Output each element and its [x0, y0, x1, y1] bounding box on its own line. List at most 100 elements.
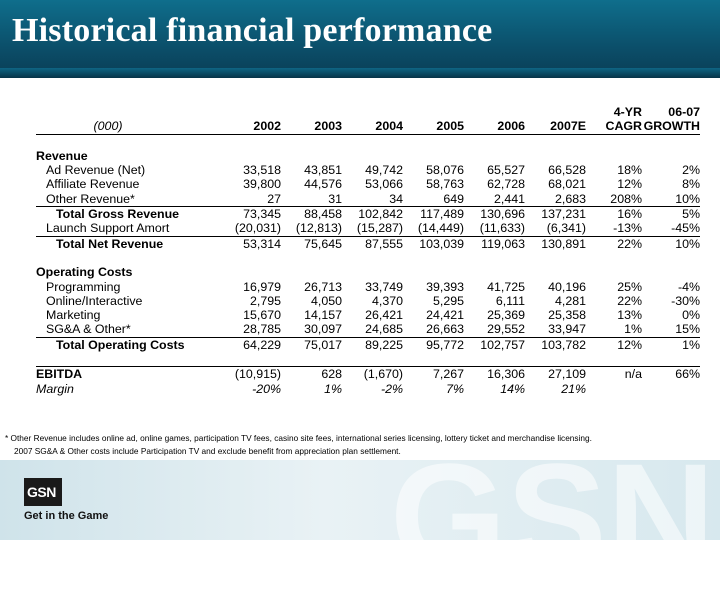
cell: 10% — [642, 235, 700, 251]
cell: 88,458 — [281, 206, 342, 222]
total-operating-costs-row: Total Operating Costs 64,229 75,017 89,2… — [36, 336, 700, 353]
cell: 22% — [586, 235, 642, 251]
header-top-cell — [403, 105, 464, 119]
footnote-sga: 2007 SG&A & Other costs include Particip… — [14, 446, 401, 456]
cell: 87,555 — [342, 235, 403, 251]
cell: 40,196 — [548, 279, 586, 294]
row-label: Online/Interactive — [46, 293, 143, 308]
header-stripe — [0, 68, 720, 78]
launch-support-row: Launch Support Amort (20,031) (12,813) (… — [36, 221, 700, 236]
cell: 89,225 — [342, 336, 403, 353]
header-top-cell — [464, 105, 525, 119]
footnote-other-revenue: * Other Revenue includes online ad, onli… — [5, 433, 592, 443]
cell: 66,528 — [548, 163, 586, 178]
cell: 28,785 — [243, 322, 281, 337]
cell: 103,039 — [403, 235, 464, 251]
cell: 18% — [617, 163, 642, 178]
cell: 5,295 — [432, 293, 464, 308]
financial-table: 4-YR 06-07 (000) 2002 2003 2004 2005 200… — [36, 105, 700, 396]
table-header-top: 4-YR 06-07 — [36, 105, 700, 119]
cell: 0% — [682, 308, 700, 323]
cell: 25,369 — [487, 308, 525, 323]
cell: 117,489 — [403, 206, 464, 222]
row-label: Programming — [46, 279, 121, 294]
slide-content — [0, 78, 720, 460]
cell: 7,267 — [403, 366, 464, 382]
cell: 64,229 — [220, 336, 281, 353]
cell: 62,728 — [487, 177, 525, 192]
header-top-cell — [342, 105, 403, 119]
cell: 41,725 — [487, 279, 525, 294]
cell: 137,231 — [525, 206, 586, 222]
cell: 4,050 — [310, 293, 342, 308]
gsn-watermark: GSN — [390, 432, 716, 600]
cell: n/a — [586, 366, 642, 382]
row-label: Margin — [36, 381, 74, 396]
header-growth: GROWTH — [642, 119, 700, 135]
table-row: Affiliate Revenue 39,800 44,576 53,066 5… — [36, 177, 700, 191]
cell: (15,287) — [356, 221, 403, 236]
cell: 5% — [642, 206, 700, 222]
table-row: SG&A & Other* 28,785 30,097 24,685 26,66… — [36, 322, 700, 337]
cell: -13% — [613, 221, 642, 236]
row-label: Other Revenue* — [46, 191, 135, 206]
cell: -30% — [671, 293, 700, 308]
cell: 2,795 — [249, 293, 281, 308]
cell: 1% — [642, 336, 700, 353]
cell: 21% — [561, 381, 586, 396]
cell: 27 — [267, 191, 281, 206]
section-operating-costs: Operating Costs — [36, 265, 700, 279]
section-label: Revenue — [36, 148, 88, 163]
cell: 628 — [281, 366, 342, 382]
cell: 25% — [617, 279, 642, 294]
table-row: Programming 16,979 26,713 33,749 39,393 … — [36, 280, 700, 294]
cell: 68,021 — [548, 177, 586, 192]
cell: 33,947 — [548, 322, 586, 337]
table-header: (000) 2002 2003 2004 2005 2006 2007E CAG… — [36, 119, 700, 135]
cell: 65,527 — [487, 163, 525, 178]
margin-row: Margin -20% 1% -2% 7% 14% 21% — [36, 382, 700, 396]
cell: 8% — [682, 177, 700, 192]
cell: 4,281 — [554, 293, 586, 308]
cell: 15,670 — [243, 308, 281, 323]
header-top-cell — [281, 105, 342, 119]
section-label: Operating Costs — [36, 265, 133, 280]
tagline: Get in the Game — [24, 510, 109, 522]
cell: 130,891 — [525, 235, 586, 251]
header-year-2003: 2003 — [281, 119, 342, 135]
cell — [642, 382, 700, 396]
cell: 24,421 — [426, 308, 464, 323]
row-label: Total Net Revenue — [36, 235, 220, 251]
header-top-cell — [36, 105, 220, 119]
cell: 29,552 — [487, 322, 525, 337]
row-label: SG&A & Other* — [46, 322, 131, 337]
cell: 44,576 — [304, 177, 342, 192]
title-bar: Historical financial performance — [0, 0, 720, 78]
row-label: Total Operating Costs — [36, 336, 220, 353]
header-year-2005: 2005 — [403, 119, 464, 135]
cell: 31 — [328, 191, 342, 206]
cell: 14,157 — [304, 308, 342, 323]
cell: 53,314 — [220, 235, 281, 251]
cell: 75,645 — [281, 235, 342, 251]
cell: -4% — [677, 279, 700, 294]
table-row: Marketing 15,670 14,157 26,421 24,421 25… — [36, 308, 700, 322]
cell: 34 — [389, 191, 403, 206]
slide-title: Historical financial performance — [12, 12, 493, 49]
cell: (20,031) — [234, 221, 281, 236]
section-revenue: Revenue — [36, 149, 700, 163]
cell: 2% — [682, 163, 700, 178]
cell: (10,915) — [220, 366, 281, 382]
cell: 26,421 — [365, 308, 403, 323]
cell: 10% — [675, 191, 700, 206]
cell: 119,063 — [464, 235, 525, 251]
cell: 130,696 — [464, 206, 525, 222]
row-label: Ad Revenue (Net) — [46, 163, 146, 178]
cell: 39,393 — [426, 279, 464, 294]
cell: -45% — [671, 221, 700, 236]
cell: 26,713 — [304, 279, 342, 294]
cell: 39,800 — [243, 177, 281, 192]
total-gross-revenue-row: Total Gross Revenue 73,345 88,458 102,84… — [36, 206, 700, 222]
cell: (6,341) — [546, 221, 586, 236]
header-units: (000) — [36, 119, 220, 135]
